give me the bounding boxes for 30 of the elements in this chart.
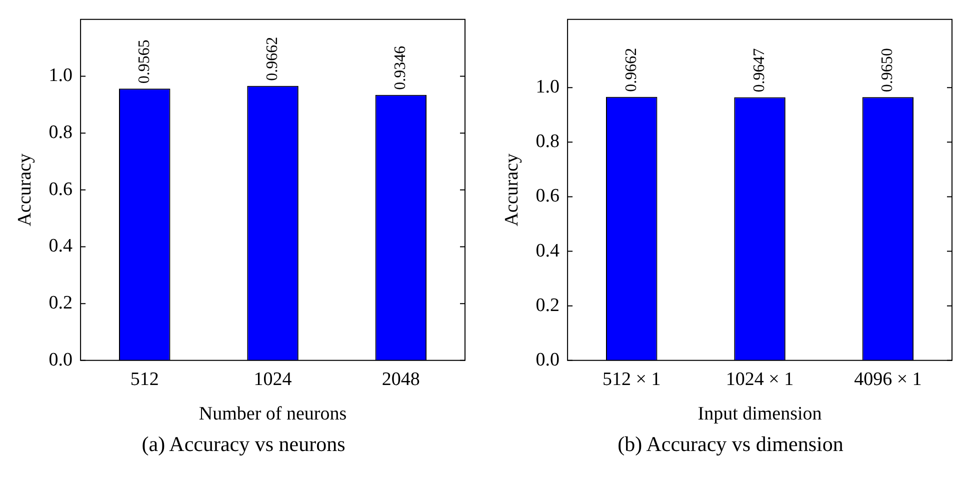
data-label: 0.9346 — [392, 46, 410, 90]
y-axis-title: Accuracy — [14, 153, 36, 226]
data-label: 0.9565 — [136, 40, 153, 84]
data-label: 0.9647 — [750, 48, 768, 92]
text: (b) Accuracy vs dimension — [616, 432, 844, 457]
y-tick-label: 0.4 — [48, 236, 74, 257]
x-tick-label: 4096 × 1 — [854, 368, 922, 390]
y-tick-label: 0.0 — [48, 349, 73, 370]
x-tick-label: 1024 — [254, 368, 292, 390]
y-tick-label: 0.6 — [536, 186, 560, 207]
y-tick-label: 0.2 — [536, 294, 560, 316]
y-tick-label: 0.6 — [48, 178, 73, 200]
data-label: 0.9662 — [264, 36, 281, 81]
x-tick-label: 1024 × 1 — [726, 368, 794, 390]
y-axis-title: Accuracy — [501, 153, 522, 226]
x-tick-label: 2048 — [382, 368, 420, 390]
y-tick-label: 0.4 — [536, 240, 560, 262]
y-tick-label: 1.0 — [48, 65, 73, 86]
y-tick-label: 0.8 — [536, 131, 560, 152]
x-axis-title: Input dimension — [698, 404, 822, 425]
x-tick-label: 512 × 1 — [602, 368, 661, 390]
data-label: 0.9650 — [879, 48, 896, 92]
y-tick-label: 0.8 — [48, 122, 73, 144]
y-tick-label: 1.0 — [536, 76, 560, 98]
y-tick-label: 0.2 — [48, 292, 73, 314]
x-axis-title: Number of neurons — [198, 404, 347, 425]
y-tick-label: 0.0 — [536, 349, 560, 370]
text: (a) Accuracy vs neurons — [140, 432, 346, 457]
x-tick-label: 512 — [130, 368, 159, 390]
data-label: 0.9662 — [622, 48, 640, 92]
